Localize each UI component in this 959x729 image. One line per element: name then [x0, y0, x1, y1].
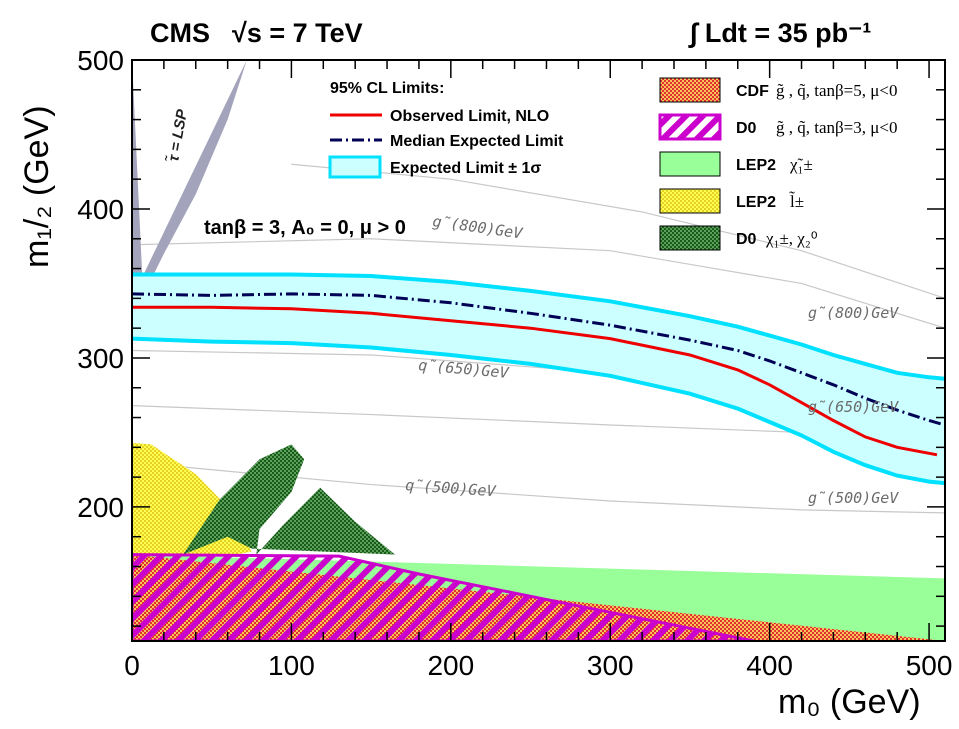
axis-ticks: 0 100 200 300 400 500 200 300 400 500: [77, 45, 952, 681]
legend-lep2-chargino-swatch: [659, 151, 721, 177]
x-tick-label: 300: [587, 650, 634, 681]
plot-area: 0 100 200 300 400 500 200 300 400 500: [77, 45, 952, 681]
d0-chargino-region: [183, 444, 395, 555]
legend-previous-results: CDF g̃ , q̃, tanβ=5, μ<0 D0 g̃ , q̃, tan…: [658, 77, 897, 251]
luminosity-label: ∫ Ldt = 35 pb⁻¹: [688, 18, 871, 48]
y-tick-label: 300: [77, 343, 124, 374]
legend-limits: 95% CL Limits: Observed Limit, NLO Media…: [328, 80, 564, 179]
legend-lep2-slepton-desc: l̃±: [789, 192, 804, 211]
experiment-label: CMS: [150, 18, 210, 48]
stau-lsp-region: [132, 60, 247, 299]
legend-cdf-desc: g̃ , q̃, tanβ=5, μ<0: [776, 81, 897, 100]
y-tick-label: 500: [77, 45, 124, 76]
limit-lines: [132, 292, 945, 457]
y-tick-label: 200: [77, 492, 124, 523]
legend-lep2-chargino-desc: χ̃₁±: [789, 155, 813, 174]
legend-d0-squark-swatch: [658, 113, 722, 141]
energy-label: √s = 7 TeV: [232, 18, 363, 48]
legend-cdf-name: CDF: [736, 83, 769, 100]
plot-frame: [131, 59, 946, 642]
parameters-label: tanβ = 3, A₀ = 0, μ > 0: [204, 217, 406, 239]
legend-observed-label: Observed Limit, NLO: [390, 108, 549, 125]
legend-cdf-swatch: [659, 77, 721, 103]
legend-d0-chargino-swatch: [659, 225, 721, 251]
x-tick-label: 200: [427, 650, 474, 681]
d0-squark-region: [132, 553, 754, 641]
x-axis-title: m₀ (GeV): [778, 683, 921, 721]
expected-band: [132, 272, 945, 486]
expected-band-lower: [132, 336, 945, 486]
x-tick-label: 500: [906, 650, 953, 681]
legend-d0-chargino-desc: χ₁±, χ₂⁰: [765, 229, 818, 248]
expected-limit-line: [132, 292, 945, 427]
expected-band-area: [132, 274, 945, 484]
iso-label-squark-500: q̃(500)GeV: [405, 476, 497, 500]
x-tick-label: 100: [268, 650, 315, 681]
iso-mass-line: [132, 238, 945, 329]
legend-lep2-chargino-name: LEP2: [736, 157, 776, 174]
legend-title: 95% CL Limits:: [330, 80, 444, 97]
iso-label-gluino-800-right: g̃(800)GeV: [808, 304, 899, 322]
excluded-regions: [132, 60, 945, 641]
legend-expected-label: Median Expected Limit: [390, 133, 564, 150]
y-tick-label: 400: [77, 194, 124, 225]
x-tick-label: 400: [746, 650, 793, 681]
legend-lep2-slepton-name: LEP2: [736, 194, 776, 211]
observed-limit-line: [132, 305, 938, 457]
iso-mass-line: [291, 163, 945, 299]
legend-d0-chargino-name: D0: [736, 231, 757, 248]
x-tick-label: 0: [124, 650, 140, 681]
legend-d0-squark-name: D0: [736, 120, 757, 137]
iso-label-gluino-800: g̃(800)GeV: [431, 212, 524, 243]
legend-lep2-slepton-swatch: [659, 188, 721, 214]
lsp-label: τ̃ = LSP: [164, 107, 191, 165]
expected-band-upper: [132, 272, 945, 381]
legend-band-label: Expected Limit ± 1σ: [390, 160, 541, 177]
iso-label-gluino-500: g̃(500)GeV: [808, 489, 899, 507]
y-axis-title: m₁/₂ (GeV): [18, 105, 56, 268]
legend-d0-squark-desc: g̃ , q̃, tanβ=3, μ<0: [776, 118, 897, 137]
legend-band-swatch: [328, 155, 382, 179]
iso-label-gluino-650: g̃(650)GeV: [808, 398, 899, 416]
